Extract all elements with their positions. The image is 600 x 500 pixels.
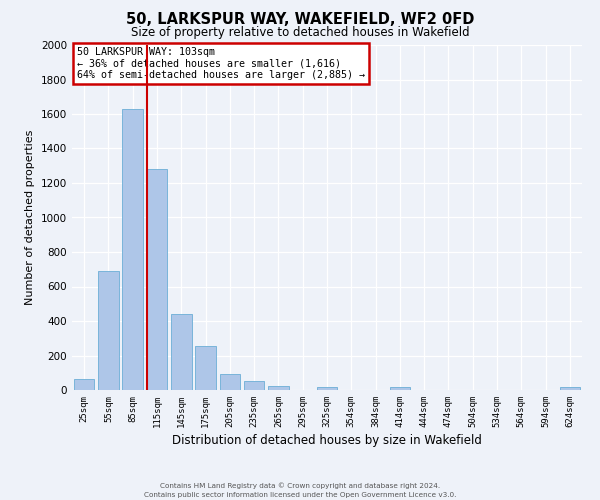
Bar bbox=[244, 382, 265, 390]
Bar bbox=[317, 386, 337, 390]
Text: 50 LARKSPUR WAY: 103sqm
← 36% of detached houses are smaller (1,616)
64% of semi: 50 LARKSPUR WAY: 103sqm ← 36% of detache… bbox=[77, 46, 365, 80]
X-axis label: Distribution of detached houses by size in Wakefield: Distribution of detached houses by size … bbox=[172, 434, 482, 447]
Bar bbox=[74, 379, 94, 390]
Bar bbox=[268, 386, 289, 390]
Y-axis label: Number of detached properties: Number of detached properties bbox=[25, 130, 35, 305]
Bar bbox=[122, 109, 143, 390]
Bar bbox=[560, 388, 580, 390]
Bar bbox=[389, 388, 410, 390]
Bar bbox=[195, 346, 216, 390]
Bar bbox=[98, 271, 119, 390]
Text: Contains HM Land Registry data © Crown copyright and database right 2024.
Contai: Contains HM Land Registry data © Crown c… bbox=[144, 482, 456, 498]
Text: 50, LARKSPUR WAY, WAKEFIELD, WF2 0FD: 50, LARKSPUR WAY, WAKEFIELD, WF2 0FD bbox=[126, 12, 474, 28]
Text: Size of property relative to detached houses in Wakefield: Size of property relative to detached ho… bbox=[131, 26, 469, 39]
Bar bbox=[220, 374, 240, 390]
Bar bbox=[171, 314, 191, 390]
Bar bbox=[146, 169, 167, 390]
